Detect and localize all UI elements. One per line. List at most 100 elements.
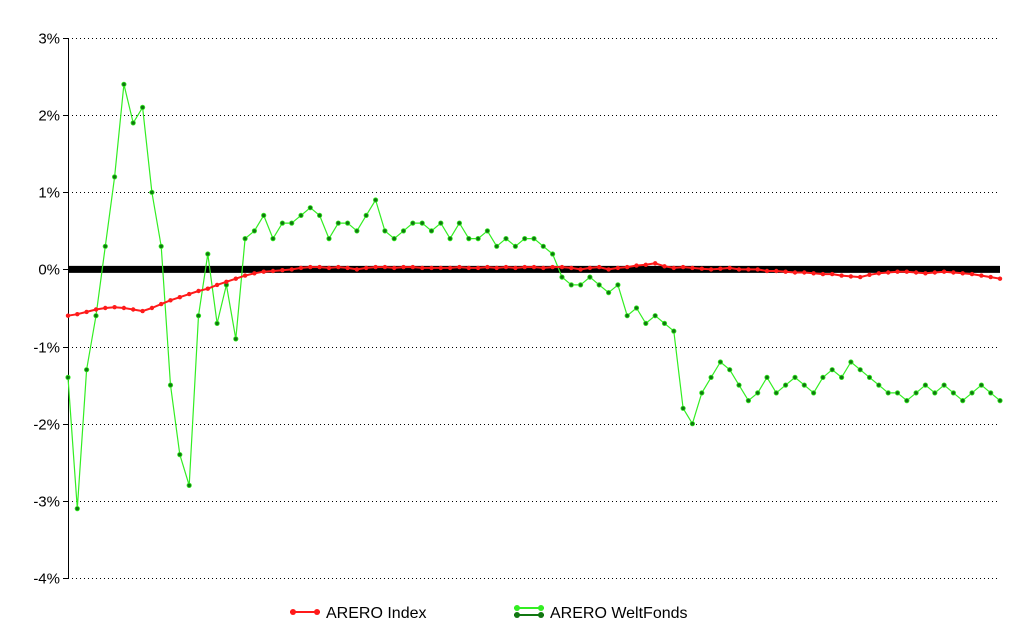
data-point-arero-index [886, 270, 891, 275]
data-point-arero-weltfonds-dark [532, 236, 536, 241]
data-point-arero-index [242, 273, 248, 278]
data-point-arero-weltfonds-dark [886, 391, 890, 395]
data-point-arero-index [792, 270, 798, 275]
data-point-arero-weltfonds-dark [802, 383, 807, 387]
data-point-arero-weltfonds-dark [224, 283, 229, 287]
data-point-arero-index [699, 266, 704, 271]
data-point-arero-index [969, 271, 975, 277]
data-point-arero-index [680, 264, 686, 270]
data-point-arero-weltfonds-dark [755, 391, 760, 395]
data-point-arero-weltfonds-dark [373, 198, 378, 202]
data-point-arero-weltfonds-dark [131, 121, 135, 125]
data-point-arero-index [923, 271, 928, 276]
data-point-arero-index [75, 312, 80, 317]
data-point-arero-weltfonds-dark [261, 213, 266, 218]
data-point-arero-weltfonds-dark [467, 236, 471, 241]
data-point-arero-weltfonds-dark [737, 383, 741, 387]
data-point-arero-weltfonds-dark [420, 221, 425, 225]
data-point-arero-weltfonds-dark [187, 483, 191, 488]
data-point-arero-weltfonds-dark [867, 375, 872, 380]
data-point-arero-weltfonds-dark [206, 252, 210, 256]
y-tick-label: 0% [38, 262, 60, 279]
series-arero-index [65, 261, 1003, 318]
data-point-arero-index [140, 308, 145, 314]
legend-swatch-marker [290, 609, 296, 615]
data-point-arero-weltfonds-dark [336, 221, 341, 225]
data-point-arero-weltfonds-dark [839, 375, 844, 380]
data-point-arero-weltfonds-dark [280, 221, 285, 225]
data-point-arero-index [84, 309, 89, 315]
data-point-arero-index [382, 264, 388, 270]
data-point-arero-index [718, 266, 723, 271]
data-point-arero-weltfonds-dark [513, 244, 518, 249]
data-point-arero-weltfonds-dark [243, 236, 247, 241]
data-point-arero-weltfonds-dark [150, 190, 154, 195]
data-point-arero-index [168, 298, 173, 303]
data-point-arero-weltfonds-dark [895, 391, 900, 395]
data-point-arero-index [205, 286, 210, 291]
data-point-arero-index [895, 269, 900, 274]
data-point-arero-index [121, 305, 127, 311]
y-tick-label: 1% [38, 185, 60, 202]
data-point-arero-weltfonds-dark [215, 321, 219, 326]
data-point-arero-weltfonds-dark [569, 283, 574, 287]
data-point-arero-index [960, 271, 965, 276]
data-point-arero-weltfonds-dark [289, 221, 294, 225]
data-point-arero-weltfonds-dark [914, 391, 918, 395]
legend-item-arero-weltfonds: ARERO WeltFonds [514, 605, 688, 622]
data-point-arero-index [727, 265, 732, 271]
data-point-arero-weltfonds-dark [746, 398, 751, 403]
data-point-arero-index [764, 268, 770, 274]
data-point-arero-index [420, 265, 425, 271]
data-point-arero-index [392, 265, 397, 271]
data-point-arero-index [214, 282, 220, 288]
data-point-arero-index [587, 265, 593, 271]
data-point-arero-weltfonds-dark [793, 375, 797, 380]
data-point-arero-weltfonds-dark [597, 283, 601, 287]
data-point-arero-weltfonds-dark [448, 236, 452, 241]
data-point-arero-index [708, 267, 714, 272]
data-point-arero-index [252, 271, 257, 276]
data-point-arero-index [913, 270, 919, 275]
data-point-arero-weltfonds-dark [550, 252, 555, 256]
legend-swatch-marker [314, 609, 320, 615]
data-point-arero-weltfonds-dark [672, 329, 676, 333]
data-point-arero-index [634, 263, 639, 268]
y-tick-label: 2% [38, 108, 60, 125]
series-lines [65, 81, 1003, 512]
data-point-arero-index [503, 264, 509, 270]
data-point-arero-index [280, 268, 285, 273]
data-point-arero-weltfonds-dark [877, 383, 881, 387]
data-point-arero-index [839, 273, 844, 278]
data-point-arero-weltfonds-dark [364, 213, 369, 218]
data-point-arero-weltfonds-dark [94, 313, 98, 318]
data-point-arero-index [951, 270, 956, 275]
data-point-arero-weltfonds-dark [951, 391, 956, 395]
data-point-arero-weltfonds-dark [821, 375, 825, 380]
data-point-arero-weltfonds-dark [588, 275, 592, 279]
data-point-arero-index [298, 265, 304, 271]
data-point-arero-index [317, 264, 322, 270]
data-point-arero-index [522, 264, 527, 270]
data-point-arero-index [746, 267, 751, 272]
data-point-arero-weltfonds-dark [429, 229, 434, 233]
data-point-arero-weltfonds-dark [718, 360, 723, 364]
data-point-arero-weltfonds-dark [979, 383, 984, 387]
series-line-arero-weltfonds [67, 83, 1001, 510]
data-point-arero-weltfonds-dark [485, 229, 490, 233]
data-point-arero-weltfonds-dark [625, 313, 629, 318]
legend-item-arero-index: ARERO Index [290, 605, 426, 622]
data-point-arero-weltfonds-dark [858, 367, 862, 372]
data-point-arero-index [233, 276, 238, 281]
data-point-arero-weltfonds-dark [681, 406, 685, 411]
data-point-arero-weltfonds-dark [317, 213, 322, 218]
data-point-arero-index [690, 265, 695, 271]
y-axis: 3% 2% 1% 0% -1% -2% -3% -4% [33, 31, 69, 588]
data-point-arero-weltfonds-dark [727, 367, 732, 372]
data-point-arero-weltfonds-dark [578, 283, 583, 287]
data-point-arero-index [811, 271, 816, 276]
legend-swatch-marker [514, 605, 520, 611]
data-point-arero-weltfonds-dark [457, 221, 462, 225]
data-point-arero-index [187, 291, 192, 297]
